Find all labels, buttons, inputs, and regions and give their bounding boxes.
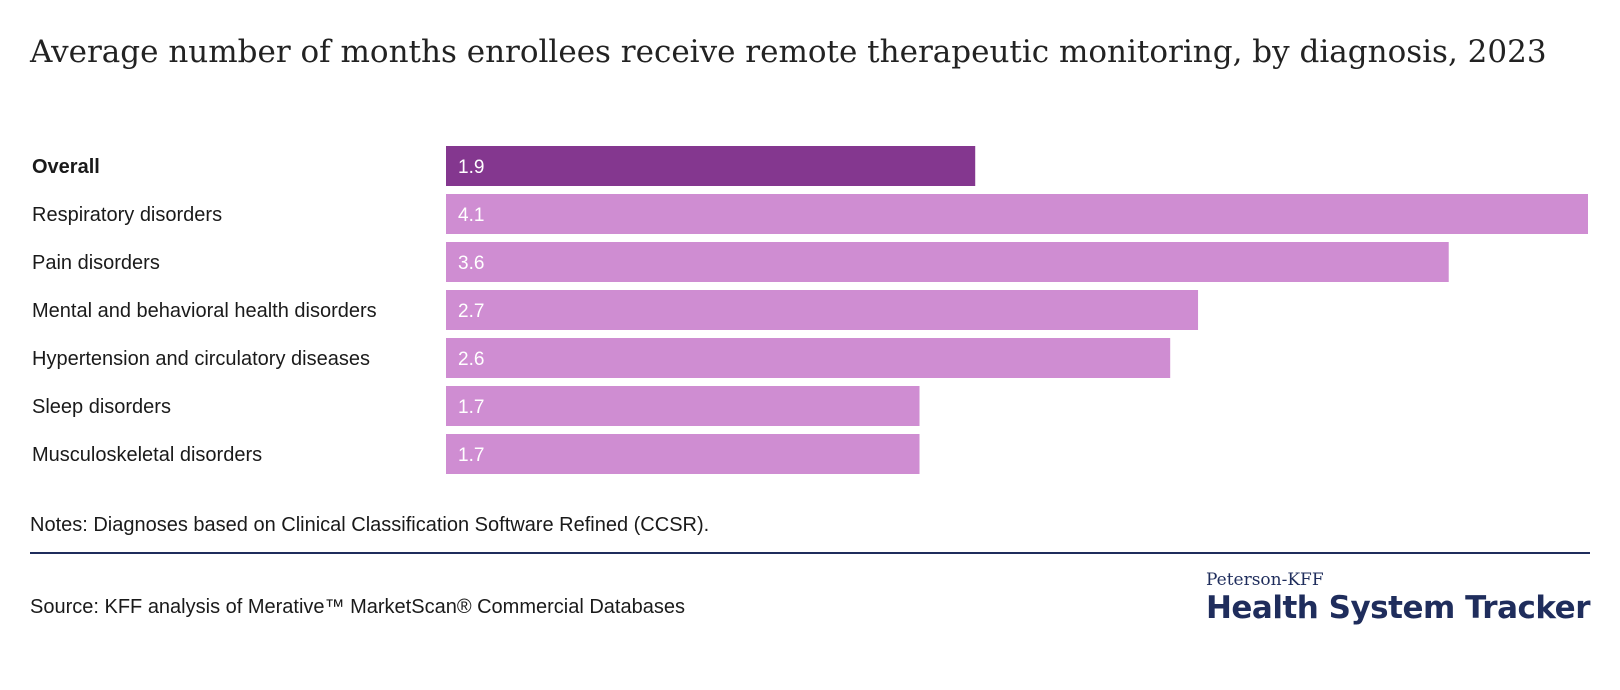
bar-value-label: 3.6 bbox=[458, 253, 484, 274]
chart-notes: Notes: Diagnoses based on Clinical Class… bbox=[30, 514, 710, 536]
logo-subtitle: Peterson-KFF bbox=[1205, 570, 1324, 590]
footer-divider bbox=[30, 552, 1590, 554]
category-label: Respiratory disorders bbox=[32, 204, 222, 226]
chart-title: Average number of months enrollees recei… bbox=[30, 34, 1547, 70]
category-label: Sleep disorders bbox=[32, 396, 171, 418]
bar-value-label: 2.7 bbox=[458, 301, 484, 322]
category-label: Overall bbox=[32, 156, 100, 178]
bar-value-label: 4.1 bbox=[458, 205, 484, 226]
brand-logo[interactable]: Peterson-KFF Health System Tracker bbox=[1205, 570, 1591, 626]
bar[interactable] bbox=[446, 338, 1171, 378]
logo-title: Health System Tracker bbox=[1205, 590, 1591, 626]
category-label: Mental and behavioral health disorders bbox=[32, 300, 377, 322]
category-label: Pain disorders bbox=[32, 252, 160, 274]
bar-value-label: 2.6 bbox=[458, 349, 484, 370]
bar[interactable] bbox=[446, 386, 920, 426]
bar-value-label: 1.7 bbox=[458, 445, 484, 466]
category-label: Musculoskeletal disorders bbox=[32, 444, 262, 466]
bar[interactable] bbox=[446, 242, 1449, 282]
bar[interactable] bbox=[446, 290, 1199, 330]
bar[interactable] bbox=[446, 434, 920, 474]
bar[interactable] bbox=[446, 194, 1588, 234]
bar[interactable] bbox=[446, 146, 976, 186]
chart-source: Source: KFF analysis of Merative™ Market… bbox=[30, 596, 685, 618]
category-label: Hypertension and circulatory diseases bbox=[32, 348, 370, 370]
bar-value-label: 1.7 bbox=[458, 397, 484, 418]
bar-value-label: 1.9 bbox=[458, 157, 484, 178]
